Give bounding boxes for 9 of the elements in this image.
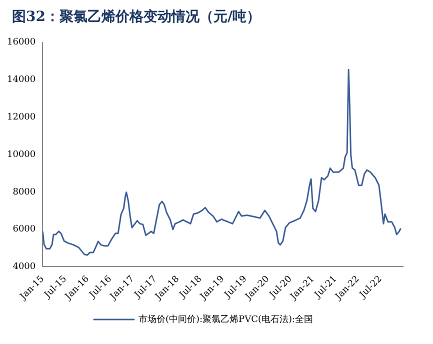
y-tick-label: 4000 (12, 262, 36, 272)
legend-label: 市场价(中间价):聚氯乙烯PVC(电石法):全国 (138, 314, 314, 325)
y-tick-label: 8000 (12, 187, 36, 198)
y-tick-label: 10000 (6, 150, 36, 160)
y-tick-label: 16000 (6, 38, 36, 48)
y-tick-label: 6000 (12, 224, 36, 235)
chart-title: 图32：聚氯乙烯价格变动情况（元/吨） (12, 8, 261, 26)
y-tick-label: 14000 (6, 75, 36, 86)
y-tick-label: 12000 (6, 112, 36, 122)
